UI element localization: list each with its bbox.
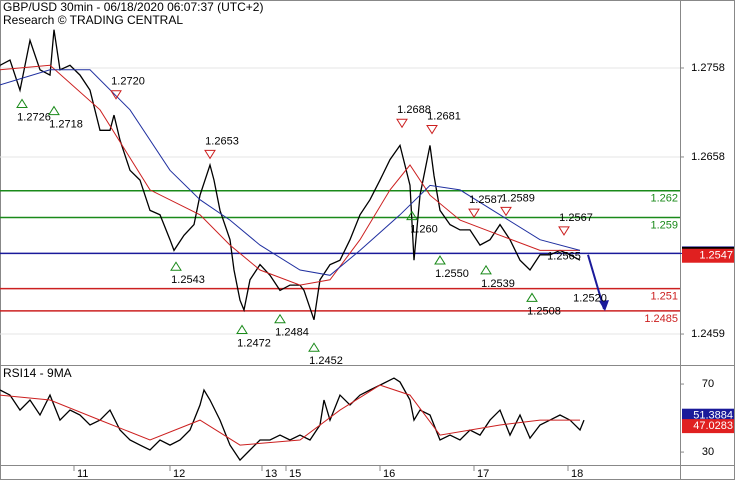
high-marker <box>500 206 512 217</box>
low-marker <box>48 105 60 116</box>
low-marker <box>480 264 492 275</box>
high-label: 1.2589 <box>501 192 535 204</box>
y-tick-label: 1.2459 <box>691 328 725 340</box>
series-line <box>0 384 580 446</box>
low-label: 1.260 <box>410 223 438 235</box>
y-tick-label: 70 <box>702 378 714 390</box>
price-tag-label: 1.2547 <box>699 250 733 262</box>
low-label: 1.2472 <box>237 337 271 349</box>
high-label: 1.2587 <box>469 194 503 206</box>
series-line <box>0 377 585 462</box>
low-label: 1.2718 <box>49 118 83 130</box>
high-label: 1.2567 <box>559 212 593 224</box>
low-label: 1.2726 <box>17 111 51 123</box>
high-marker <box>558 226 570 236</box>
x-tick-label: 12 <box>173 468 185 480</box>
x-tick-label: 15 <box>289 468 301 480</box>
forecast-arrow-head <box>599 300 609 312</box>
x-tick-label: 18 <box>571 468 583 480</box>
price-tag-box <box>682 248 734 263</box>
low-label: 1.2484 <box>275 327 309 339</box>
low-marker <box>434 255 446 265</box>
price-note: 1.2520 <box>573 292 607 304</box>
series-line <box>0 69 581 276</box>
low-label: 1.2508 <box>527 305 561 317</box>
low-label: 1.2543 <box>171 274 205 286</box>
y-tick-label: 30 <box>702 446 714 458</box>
high-marker <box>110 90 122 100</box>
y-tick-label: 1.2758 <box>691 62 725 74</box>
high-label: 1.2681 <box>427 110 461 122</box>
level-label: 1.251 <box>650 291 678 303</box>
low-marker <box>170 261 182 271</box>
forecast-arrow <box>587 254 605 310</box>
low-marker <box>236 324 248 334</box>
rsi-title: RSI14 - 9MA <box>3 366 72 380</box>
y-tick-label: 1.2658 <box>691 151 725 163</box>
price-note: 1.2565 <box>547 251 581 263</box>
low-marker <box>308 342 320 352</box>
level-label: 1.259 <box>650 219 678 231</box>
high-label: 1.2688 <box>397 104 431 116</box>
low-label: 1.2452 <box>309 355 343 367</box>
high-label: 1.2653 <box>205 135 239 147</box>
low-marker <box>16 98 28 108</box>
series-line <box>0 29 581 321</box>
price-tag-label: 47.0283 <box>693 420 733 432</box>
price-tag-label: 51.3884 <box>693 410 733 422</box>
x-tick-label: 16 <box>383 468 395 480</box>
high-label: 1.2720 <box>111 76 145 88</box>
high-marker <box>468 208 480 219</box>
level-label: 1.2485 <box>644 313 678 325</box>
high-marker <box>204 149 216 160</box>
x-tick-label: 17 <box>477 468 489 480</box>
low-label: 1.2550 <box>435 268 469 280</box>
x-tick-label: 13 <box>265 468 277 480</box>
high-marker <box>396 118 408 129</box>
x-tick-label: 11 <box>77 468 88 480</box>
level-label: 1.262 <box>650 193 678 205</box>
low-label: 1.2539 <box>481 278 515 290</box>
high-marker <box>426 124 438 135</box>
low-marker <box>526 292 538 302</box>
low-marker <box>274 313 286 324</box>
low-marker <box>406 210 418 221</box>
price-tag-box <box>682 419 734 434</box>
series-line <box>0 64 580 286</box>
chart-title: GBP/USD 30min - 06/18/2020 06:07:37 (UTC… <box>3 0 263 14</box>
chart-subtitle: Research © TRADING CENTRAL <box>3 13 183 27</box>
